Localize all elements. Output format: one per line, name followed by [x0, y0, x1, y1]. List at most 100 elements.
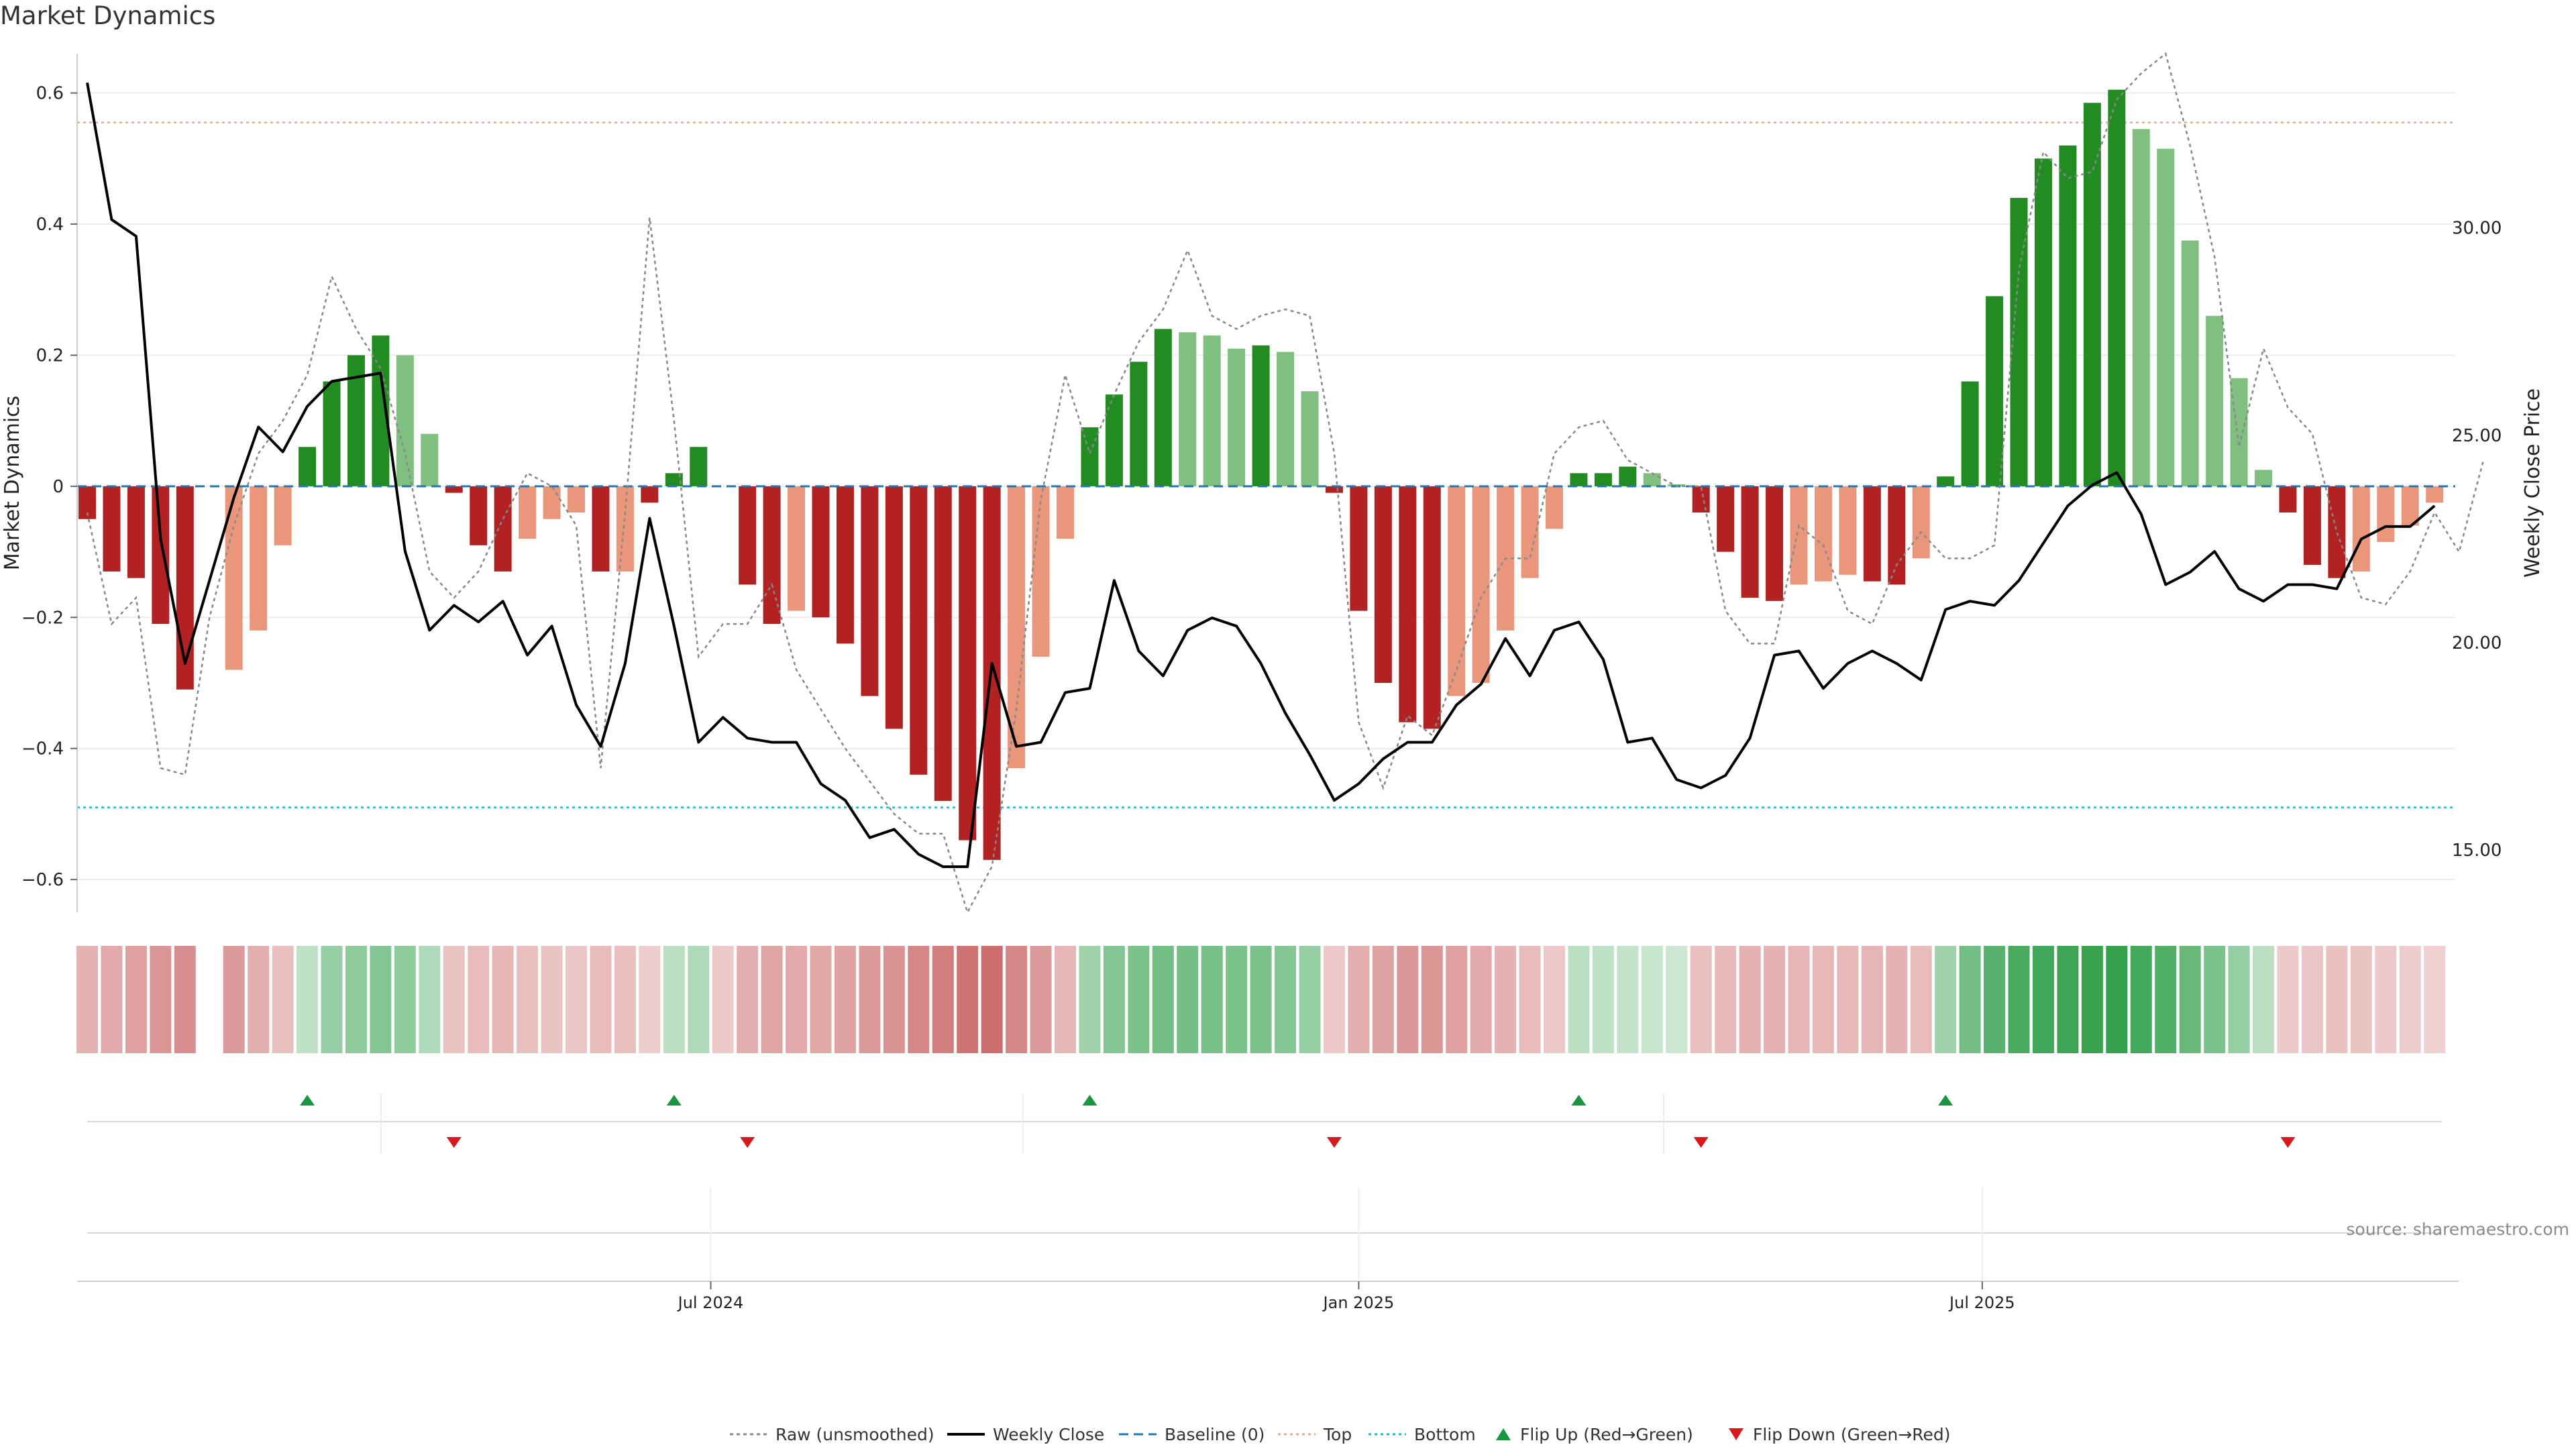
heat-cell — [566, 946, 587, 1053]
dynamics-bar — [1130, 362, 1148, 486]
dynamics-bar — [103, 486, 121, 572]
dynamics-bar — [1863, 486, 1881, 582]
legend-item-bottom: Bottom — [1368, 1421, 1476, 1448]
heat-cell — [2204, 946, 2226, 1053]
heat-cell — [1201, 946, 1223, 1053]
heat-cell — [443, 946, 465, 1053]
heat-cell — [2033, 946, 2054, 1053]
heat-cell — [1715, 946, 1737, 1053]
dynamics-bar — [763, 486, 781, 625]
legend-label: Baseline (0) — [1165, 1424, 1265, 1444]
dynamics-bar — [690, 447, 708, 486]
heat-cell — [2008, 946, 2030, 1053]
heat-cell — [1055, 946, 1076, 1053]
heat-cell — [1006, 946, 1028, 1053]
dynamics-bar — [739, 486, 757, 585]
heat-cell — [1666, 946, 1688, 1053]
dynamics-bar — [1912, 486, 1930, 559]
dynamics-bar — [861, 486, 879, 696]
legend-swatch-flip-up — [1496, 1428, 1511, 1440]
heat-cell — [1984, 946, 2006, 1053]
dynamics-bar — [127, 486, 145, 578]
heat-cell — [1372, 946, 1394, 1053]
heat-cell — [1886, 946, 1908, 1053]
dynamics-bar — [1448, 486, 1466, 696]
dynamics-bar — [812, 486, 830, 618]
dynamics-bar — [910, 486, 928, 775]
heat-cell — [541, 946, 563, 1053]
heat-cell — [1079, 946, 1101, 1053]
dynamics-bar — [2377, 486, 2395, 542]
x-tick-label: Jan 2025 — [1322, 1293, 1395, 1312]
heat-cell — [1519, 946, 1541, 1053]
heat-cell — [639, 946, 661, 1053]
heat-cell — [223, 946, 245, 1053]
heat-cell — [1226, 946, 1248, 1053]
dynamics-bar — [1277, 352, 1295, 486]
flip-down-marker — [446, 1137, 462, 1148]
dynamics-bar — [2401, 486, 2419, 526]
weekly-close-series — [86, 82, 2436, 868]
dynamics-bar — [494, 486, 512, 572]
dynamics-bar — [396, 355, 414, 486]
dynamics-bar — [152, 486, 170, 625]
heat-cell — [859, 946, 881, 1053]
heat-cell — [1348, 946, 1370, 1053]
heat-cell — [76, 946, 98, 1053]
heat-cell — [150, 946, 172, 1053]
legend-item-baseline: Baseline (0) — [1119, 1421, 1265, 1448]
dynamics-bar — [1057, 486, 1074, 539]
heat-cell — [1128, 946, 1150, 1053]
heat-cell — [2253, 946, 2275, 1053]
dynamics-bar — [2352, 486, 2370, 572]
heat-cell — [1470, 946, 1492, 1053]
heat-cell — [2106, 946, 2128, 1053]
heat-cell — [1397, 946, 1419, 1053]
dynamics-bar — [1008, 486, 1026, 769]
dynamics-bar — [1790, 486, 1808, 585]
heat-cell — [2350, 946, 2372, 1053]
dynamics-bar — [1472, 486, 1490, 684]
dynamics-bar — [616, 486, 634, 572]
y-tick-label: 0 — [52, 477, 64, 497]
heat-cell — [101, 946, 123, 1053]
dynamics-bar — [1350, 486, 1368, 611]
flip-up-marker — [1082, 1095, 1097, 1106]
heat-cell — [370, 946, 392, 1053]
dynamics-bar — [1228, 348, 1246, 486]
flip-up-marker — [300, 1095, 315, 1106]
heat-cell — [125, 946, 147, 1053]
dynamics-bar — [1546, 486, 1563, 529]
heat-cell — [517, 946, 539, 1053]
flip-down-marker — [1693, 1137, 1709, 1148]
heat-cell — [419, 946, 441, 1053]
dynamics-bar — [274, 486, 292, 545]
flip-down-marker — [740, 1137, 755, 1148]
dynamics-bar — [1570, 473, 1588, 486]
dynamics-bars — [77, 89, 2455, 860]
dynamics-bar — [1692, 486, 1710, 513]
heat-cell — [712, 946, 734, 1053]
heat-cell — [1788, 946, 1810, 1053]
heat-cell — [1959, 946, 1981, 1053]
heat-cell — [1837, 946, 1859, 1053]
dynamics-bar — [592, 486, 610, 572]
heat-cell — [1544, 946, 1565, 1053]
dynamics-bar — [421, 433, 439, 486]
heat-cell — [981, 946, 1003, 1053]
dynamics-bar — [2279, 486, 2297, 513]
dynamics-bar — [1814, 486, 1832, 582]
heat-cell — [1812, 946, 1834, 1053]
heat-cell — [834, 946, 856, 1053]
dynamics-bar — [1643, 473, 1661, 486]
dynamics-bar — [2059, 145, 2077, 486]
flip-up-marker — [666, 1095, 682, 1106]
dynamics-bar — [2157, 148, 2175, 486]
dynamics-bar — [665, 473, 683, 486]
heat-cell — [957, 946, 979, 1053]
dynamics-bar — [1203, 335, 1221, 486]
heat-cell — [1446, 946, 1468, 1053]
heat-cell — [321, 946, 343, 1053]
heat-cell — [786, 946, 808, 1053]
